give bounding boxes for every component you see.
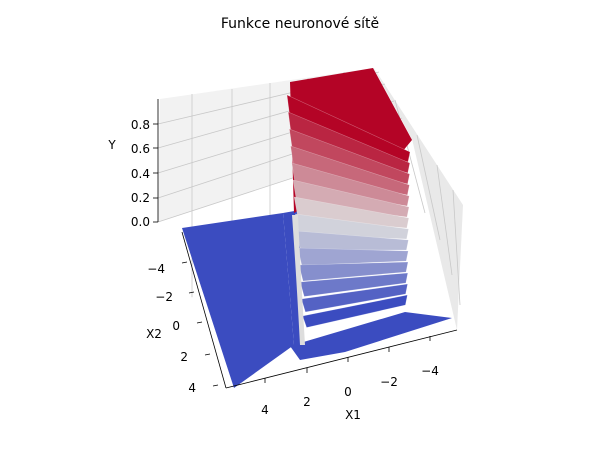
x-tick-label: 4 [261, 403, 269, 417]
y-axis-line [181, 231, 227, 389]
y-axis-label: X2 [146, 327, 162, 341]
x-tick-label: 0 [344, 385, 352, 399]
z-tick-label: 0.4 [131, 167, 150, 181]
gridline [416, 134, 441, 241]
y-tick-label: −4 [147, 262, 165, 276]
z-tick-label: 0.6 [131, 142, 150, 156]
y-tick-mark [204, 353, 211, 356]
y-tick-label: 4 [188, 381, 196, 395]
surface-floor-left [182, 213, 294, 388]
x-axis-line [225, 329, 458, 389]
chart-title: Funkce neuronové sítě [221, 16, 379, 32]
surface-ridge [292, 179, 410, 218]
x-tick-label: 2 [303, 395, 311, 409]
surface-ridge [297, 247, 409, 266]
z-tick-label: 0.2 [131, 191, 150, 205]
surface-ripple [292, 215, 305, 345]
z-tick-label: 0.8 [131, 118, 150, 132]
surface [182, 68, 452, 388]
gridline [452, 189, 461, 306]
surface-ridge [301, 283, 408, 313]
surface-ridge [302, 294, 408, 328]
gridline [436, 164, 453, 276]
surface-ridge [291, 162, 410, 207]
z-axis-label: Y [107, 138, 116, 152]
surface-floor-front [290, 312, 452, 360]
y-tick-mark [196, 321, 203, 324]
x-axis-label: X1 [345, 408, 361, 422]
y-tick-mark [212, 384, 219, 387]
y-tick-label: 0 [172, 319, 180, 333]
z-tick-label: 0.0 [131, 215, 150, 229]
x-tick-label: −4 [421, 364, 439, 378]
axes [153, 99, 458, 389]
surface-ridge [299, 272, 409, 297]
surface-ridge [298, 261, 409, 282]
y-tick-label: −2 [155, 290, 173, 304]
back-pane-right [374, 68, 463, 330]
x-tick-label: −2 [380, 375, 398, 389]
y-tick-mark [188, 291, 195, 294]
y-tick-label: 2 [180, 350, 188, 364]
y-tick-mark [181, 261, 188, 264]
